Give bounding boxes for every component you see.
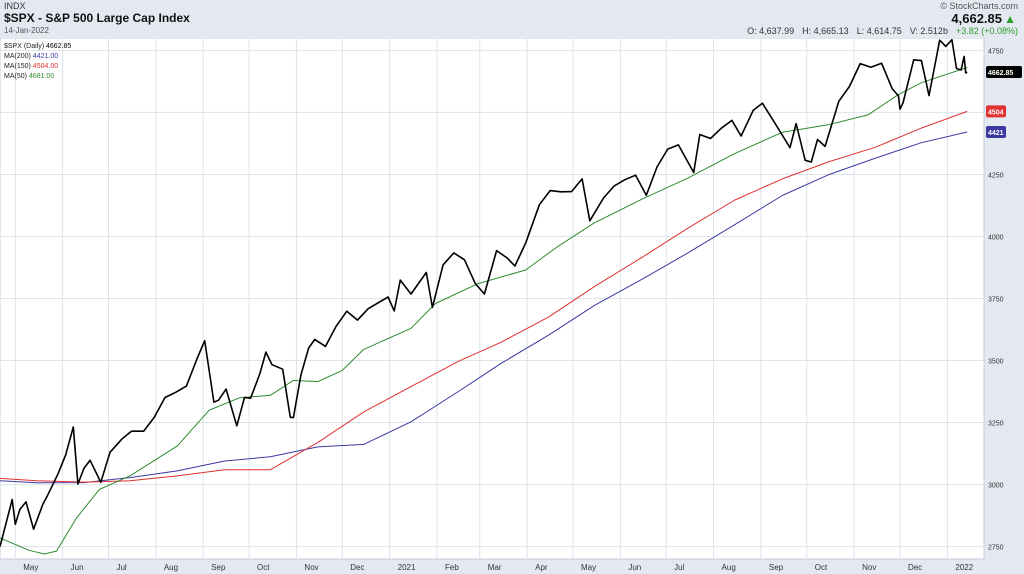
x-tick-label: Jun — [71, 563, 84, 572]
y-tick-label: 4750 — [988, 48, 1004, 55]
x-tick-label: Feb — [445, 563, 459, 572]
x-tick-label: May — [581, 563, 596, 572]
legend-name: MA(200) — [4, 53, 33, 60]
x-tick-label: Dec — [908, 563, 922, 572]
last-price: 4,662.85 — [951, 11, 1002, 26]
series-group — [0, 38, 968, 555]
x-tick-label: Aug — [164, 563, 178, 572]
x-tick-label: Nov — [862, 563, 876, 572]
series-line-ma-200 — [0, 131, 968, 484]
legend-value: 4504.00 — [33, 63, 58, 70]
ohlc-readout: O: 4,637.99 H: 4,665.13 L: 4,614.75 V: 2.51… — [739, 26, 1018, 36]
x-tick-label: Sep — [211, 563, 226, 572]
volume-value: V: 2.512b — [909, 26, 948, 36]
chart-date: 14-Jan-2022 — [4, 26, 49, 35]
legend-value: 4421.00 — [33, 53, 58, 60]
legend-name: MA(50) — [4, 73, 29, 80]
open-value: O: 4,637.99 — [747, 26, 795, 36]
x-tick-label: Oct — [257, 563, 270, 572]
legend-entry: MA(200) 4421.00 — [4, 53, 58, 60]
x-tick-label: Jul — [674, 563, 684, 572]
x-axis: May Jun Jul Aug Sep Oct Nov Dec 2021 Feb Mar Apr May… — [23, 563, 973, 572]
x-tick-label: Jun — [628, 563, 641, 572]
series-line-spx-daily — [0, 38, 968, 547]
price-label-box — [986, 126, 1006, 139]
legend-entry: MA(50) 4681.00 — [4, 73, 54, 80]
legend-name: MA(150) — [4, 63, 33, 70]
price-label-text: 4662.85 — [988, 70, 1013, 77]
y-tick-label: 4000 — [988, 234, 1004, 241]
price-labels: 4662.85 4504 4421 — [986, 66, 1022, 139]
x-tick-label: Oct — [815, 563, 828, 572]
change-value: +3.82 (+0.08%) — [955, 26, 1018, 36]
price-label-box — [986, 66, 1022, 79]
price-label-box — [986, 105, 1006, 118]
x-tick-label: Apr — [535, 563, 548, 572]
exchange-label: INDX — [4, 1, 26, 11]
price-chart[interactable]: 275030003250350037504000425045004750 May… — [0, 38, 1024, 574]
x-tick-label: Aug — [722, 563, 736, 572]
price-label-text: 4504 — [988, 109, 1004, 116]
y-tick-label: 3750 — [988, 297, 1004, 304]
x-tick-label: Nov — [304, 563, 318, 572]
y-tick-label: 4250 — [988, 172, 1004, 179]
legend-entry: $SPX (Daily) 4662.85 — [4, 43, 71, 50]
series-line-ma-50 — [0, 67, 968, 555]
legend-entry: MA(150) 4504.00 — [4, 63, 58, 70]
x-tick-label: 2021 — [398, 563, 416, 572]
x-tick-label: Dec — [350, 563, 364, 572]
y-tick-label: 3250 — [988, 421, 1004, 428]
price-label-text: 4421 — [988, 130, 1004, 137]
legend-value: 4662.85 — [46, 43, 71, 50]
up-arrow-icon: ▲ — [1004, 12, 1016, 26]
y-axis: 275030003250350037504000425045004750 — [988, 48, 1004, 551]
x-tick-label: 2022 — [955, 563, 973, 572]
legend-name: $SPX (Daily) — [4, 43, 46, 50]
y-tick-label: 3500 — [988, 359, 1004, 366]
legend-value: 4681.00 — [29, 73, 54, 80]
x-tick-label: Mar — [488, 563, 502, 572]
x-tick-label: May — [23, 563, 38, 572]
y-tick-label: 3000 — [988, 483, 1004, 490]
chart-title: $SPX - S&P 500 Large Cap Index — [4, 11, 190, 25]
x-tick-label: Sep — [769, 563, 784, 572]
chart-header: INDX $SPX - S&P 500 Large Cap Index 14-J… — [0, 0, 1024, 38]
high-value: H: 4,665.13 — [802, 26, 849, 36]
series-line-ma-150 — [0, 110, 968, 483]
y-tick-label: 2750 — [988, 545, 1004, 552]
copyright-text: © StockCharts.com — [940, 1, 1018, 11]
low-value: L: 4,614.75 — [856, 26, 902, 36]
x-tick-label: Jul — [116, 563, 126, 572]
